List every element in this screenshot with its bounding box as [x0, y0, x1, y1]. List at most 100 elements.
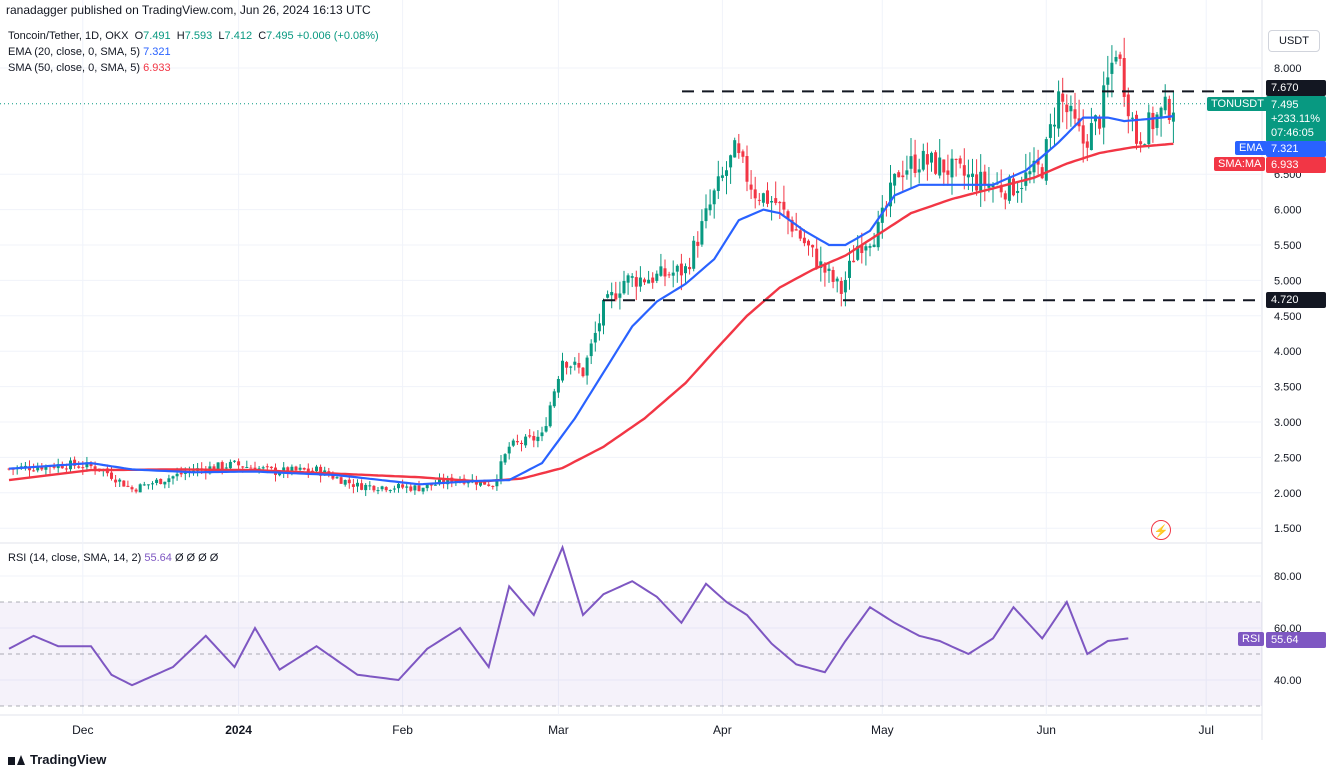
price-tick-label: 3.000 — [1274, 417, 1302, 429]
sma-legend[interactable]: SMA (50, close, 0, SMA, 5) 6.933 — [8, 62, 171, 74]
candle-body — [1167, 98, 1171, 121]
candle-body — [397, 483, 400, 489]
candle-body — [446, 478, 450, 485]
candle-body — [32, 470, 36, 472]
candle-body — [89, 463, 93, 467]
publisher-line: ranadagger published on TradingView.com,… — [6, 3, 371, 17]
ema-tag: EMA — [1235, 141, 1267, 155]
candle-body — [1118, 54, 1122, 59]
last-price-tag: 7.495 +233.11% 07:46:05 — [1266, 96, 1326, 142]
candle-body — [786, 211, 790, 220]
candle-body — [1016, 190, 1020, 194]
candle-body — [852, 260, 856, 263]
candle-body — [360, 483, 364, 490]
candle-body — [962, 165, 966, 176]
candle-body — [1139, 141, 1143, 145]
sma-value-tag: 6.933 — [1266, 157, 1326, 173]
candle-body — [315, 466, 318, 472]
candle-body — [647, 279, 651, 284]
symbol-legend[interactable]: Toncoin/Tether, 1D, OKX O7.491 H7.593 L7… — [8, 30, 379, 42]
candle-body — [515, 441, 519, 443]
ohlc-close: C7.495 — [258, 30, 294, 42]
candle-body — [778, 202, 782, 204]
horizontal-levels[interactable] — [0, 90, 1262, 302]
tradingview-logo-icon — [8, 754, 25, 765]
candle-body — [380, 486, 384, 490]
candle-body — [638, 277, 642, 287]
sma-line — [8, 142, 1174, 483]
candle-body — [1151, 112, 1155, 130]
candle-body — [388, 490, 392, 492]
candle-body — [511, 440, 515, 446]
candle-body — [716, 176, 720, 192]
candle-body — [893, 173, 897, 186]
candle-body — [684, 266, 687, 274]
candle-body — [692, 240, 696, 269]
candle-body — [819, 261, 823, 268]
currency-button[interactable]: USDT — [1268, 30, 1320, 52]
candle-body — [979, 171, 983, 193]
symbol-title: Toncoin/Tether, 1D, OKX — [8, 30, 129, 42]
brand-name: TradingView — [30, 752, 107, 767]
time-tick-label: Apr — [713, 723, 732, 737]
candle-body — [384, 487, 388, 491]
candle-body — [294, 466, 298, 471]
candle-body — [835, 278, 839, 282]
candle-body — [556, 378, 560, 393]
time-tick-label: May — [871, 723, 894, 737]
candle-body — [811, 244, 815, 248]
candle-body — [220, 462, 224, 470]
candle-body — [737, 143, 741, 154]
brand[interactable]: TradingView — [8, 752, 106, 767]
resistance-tag: 7.670 — [1266, 80, 1326, 96]
candle-body — [364, 484, 368, 491]
candle-body — [544, 426, 548, 432]
symbol-tag: TONUSDT — [1207, 97, 1268, 111]
ema-value-tag: 7.321 — [1266, 141, 1326, 157]
candle-body — [626, 275, 630, 283]
candle-body — [917, 169, 921, 173]
candle-body — [606, 294, 610, 298]
candle-body — [261, 467, 265, 469]
candle-body — [958, 158, 962, 164]
ema-legend[interactable]: EMA (20, close, 0, SMA, 5) 7.321 — [8, 46, 171, 58]
candle-body — [901, 175, 905, 178]
flash-icon[interactable]: ⚡ — [1151, 520, 1171, 540]
candle-body — [425, 484, 429, 489]
candle-body — [712, 190, 716, 205]
candle-body — [524, 436, 528, 446]
candle-body — [532, 436, 536, 441]
candle-body — [688, 266, 692, 270]
time-tick-label: Jul — [1199, 723, 1214, 737]
rsi-legend[interactable]: RSI (14, close, SMA, 14, 2) 55.64 Ø Ø Ø … — [8, 552, 218, 564]
candle-body — [298, 467, 302, 470]
candle-body — [310, 470, 314, 472]
candle-body — [343, 480, 347, 485]
candle-body — [183, 472, 187, 474]
candle-body — [241, 466, 245, 468]
candle-body — [351, 484, 355, 487]
candle-body — [347, 479, 351, 484]
candle-body — [864, 246, 868, 251]
candle-body — [622, 280, 626, 294]
candle-body — [1130, 117, 1134, 119]
candle-body — [1044, 139, 1048, 181]
support-tag: 4.720 — [1266, 292, 1326, 308]
candle-body — [302, 467, 306, 470]
candle-body — [905, 170, 909, 175]
candle-body — [1057, 91, 1061, 129]
candlestick-series — [7, 37, 1175, 497]
grid-lines — [0, 0, 1263, 740]
candle-body — [860, 245, 864, 254]
candle-body — [224, 467, 228, 469]
candle-body — [634, 277, 638, 287]
candle-body — [827, 268, 831, 271]
time-tick-label: Feb — [392, 723, 413, 737]
candle-body — [93, 466, 97, 470]
last-price: 7.495 — [1271, 99, 1299, 111]
candle-body — [663, 268, 667, 277]
candle-body — [286, 467, 290, 474]
candle-body — [491, 485, 495, 487]
candle-body — [823, 263, 827, 273]
